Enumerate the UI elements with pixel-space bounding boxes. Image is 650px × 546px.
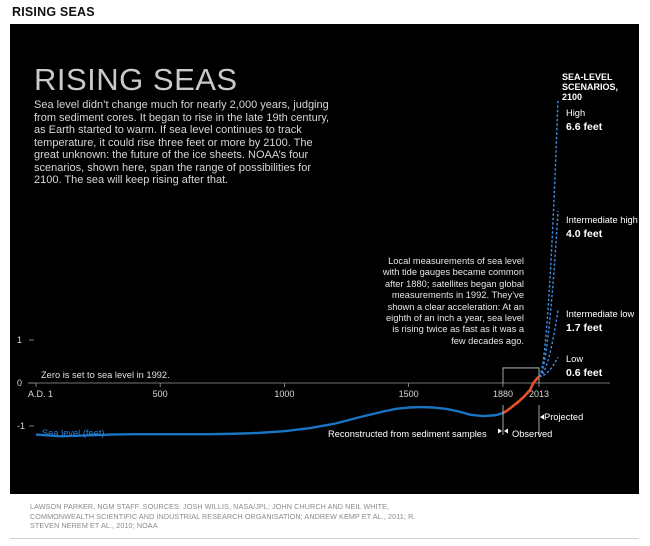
y-tick-label--1: -1 <box>17 421 25 431</box>
scenario-value-intermediate-high: 4.0 feet <box>566 228 603 240</box>
source-credits: LAWSON PARKER, NGM STAFF. SOURCES: JOSH … <box>30 502 416 531</box>
modern-period-bracket <box>502 367 540 383</box>
scenario-label-intermediate-low: Intermediate low <box>566 309 635 319</box>
observed-label: Observed <box>512 429 553 439</box>
x-tick-label-0: A.D. 1 <box>28 389 53 399</box>
intro-text: Sea level didn’t change much for nearly … <box>34 99 330 186</box>
series-label-sea-level: Sea level (feet) <box>42 428 105 438</box>
scenario-value-low: 0.6 feet <box>566 367 603 379</box>
scenario-curve-low <box>538 356 559 378</box>
x-tick-label-1880: 1880 <box>493 389 513 399</box>
series-line-observed <box>502 375 540 415</box>
reconstructed-label: Reconstructed from sediment samples <box>328 429 487 439</box>
scenario-curve-high <box>538 99 559 378</box>
page-title: RISING SEAS <box>12 5 95 19</box>
y-tick-label-0: 0 <box>17 378 22 388</box>
scenario-label-intermediate-high: Intermediate high <box>566 215 638 225</box>
chart-panel: 1 0 -1 A.D. 1 500 1000 1500 1880 2013 RISING SEA… <box>10 24 639 494</box>
x-tick-label-2013: 2013 <box>529 389 549 399</box>
chart-svg: 1 0 -1 A.D. 1 500 1000 1500 1880 2013 <box>17 99 610 438</box>
observed-arrow <box>504 428 508 434</box>
scenario-curve-intermediate-low <box>538 309 559 378</box>
scenario-value-high: 6.6 feet <box>566 121 603 133</box>
scenarios-heading: SEA-LEVEL SCENARIOS, 2100 <box>562 72 619 102</box>
y-tick-label-1: 1 <box>17 335 22 345</box>
x-tick-label-500: 500 <box>153 389 168 399</box>
scenario-curve-intermediate-high <box>538 210 559 378</box>
chart-title: RISING SEAS <box>34 62 238 97</box>
reconstructed-arrow <box>498 428 502 434</box>
series-line-reconstructed <box>35 405 504 438</box>
tide-gauge-annotation: Local measurements of sea level with tid… <box>382 256 524 346</box>
x-tick-label-1500: 1500 <box>399 389 419 399</box>
scenario-label-high: High <box>566 108 586 118</box>
scenario-label-low: Low <box>566 354 584 364</box>
scenario-value-intermediate-low: 1.7 feet <box>566 322 603 334</box>
zero-note: Zero is set to sea level in 1992. <box>41 370 170 380</box>
x-tick-label-1000: 1000 <box>274 389 294 399</box>
projected-label: Projected <box>544 412 584 422</box>
bottom-divider <box>10 538 639 539</box>
projected-arrow <box>540 414 544 420</box>
